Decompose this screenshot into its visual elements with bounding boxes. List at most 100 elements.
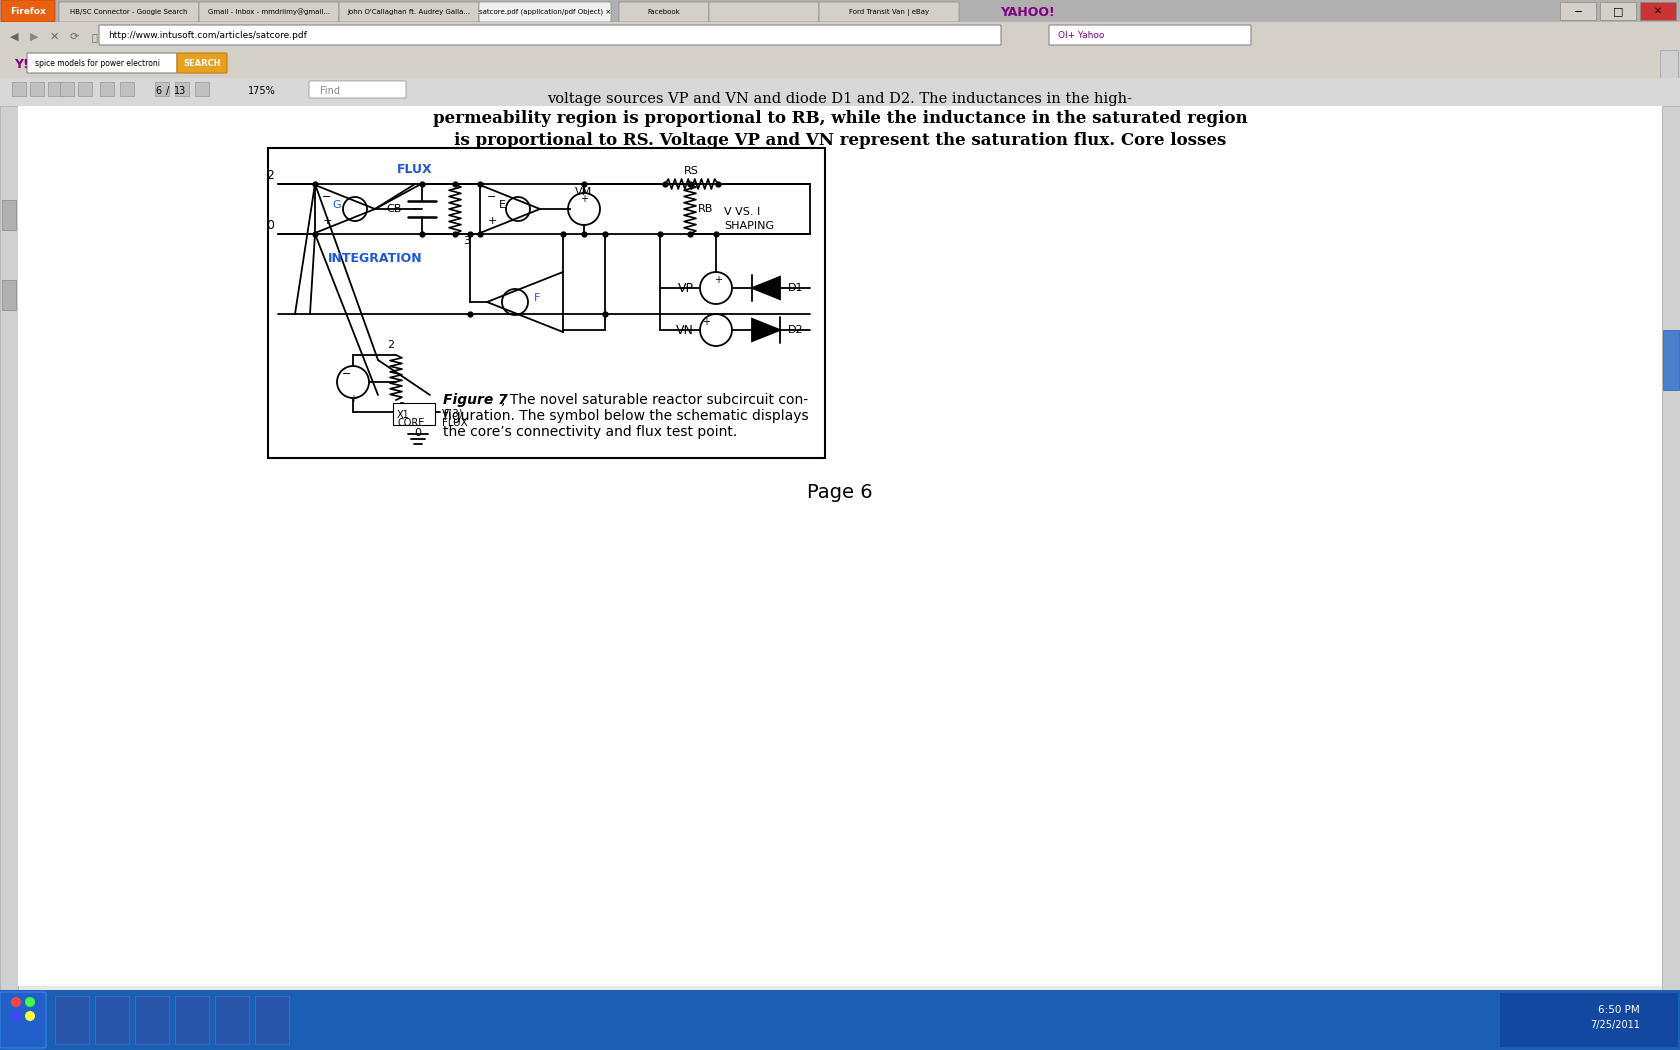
Text: VP: VP xyxy=(679,281,694,294)
Text: −: − xyxy=(323,192,331,202)
FancyBboxPatch shape xyxy=(176,52,227,74)
Bar xyxy=(18,106,1662,986)
Bar xyxy=(1662,106,1680,990)
Bar xyxy=(0,0,1680,22)
Text: ✕: ✕ xyxy=(49,32,59,42)
Text: John O'Callaghan ft. Audrey Galla...: John O'Callaghan ft. Audrey Galla... xyxy=(348,9,470,15)
FancyBboxPatch shape xyxy=(1048,25,1252,45)
Text: +: + xyxy=(580,194,588,204)
Text: ─: ─ xyxy=(1574,6,1581,16)
Bar xyxy=(12,82,25,96)
Text: /: / xyxy=(166,86,170,96)
Text: spice models for power electroni: spice models for power electroni xyxy=(35,60,160,68)
Text: ⟳: ⟳ xyxy=(69,32,79,42)
Bar xyxy=(1640,2,1677,20)
Circle shape xyxy=(25,1011,35,1021)
Text: OI+ Yahoo: OI+ Yahoo xyxy=(1058,32,1104,41)
Text: permeability region is proportional to RB, while the inductance in the saturated: permeability region is proportional to R… xyxy=(433,110,1247,127)
Bar xyxy=(77,82,92,96)
Text: SHAPING: SHAPING xyxy=(724,220,774,231)
FancyBboxPatch shape xyxy=(339,2,479,22)
Text: YAHOO!: YAHOO! xyxy=(1000,5,1055,19)
Text: +: + xyxy=(323,216,331,226)
Text: Y!: Y! xyxy=(13,58,29,70)
FancyBboxPatch shape xyxy=(309,81,407,98)
Text: is proportional to RS. Voltage VP and VN represent the saturation flux. Core los: is proportional to RS. Voltage VP and VN… xyxy=(454,132,1226,149)
Text: E: E xyxy=(499,200,506,210)
FancyBboxPatch shape xyxy=(618,2,709,22)
Text: http://www.intusoft.com/articles/satcore.pdf: http://www.intusoft.com/articles/satcore… xyxy=(108,32,307,41)
FancyBboxPatch shape xyxy=(99,25,1001,45)
Text: 6:50 PM: 6:50 PM xyxy=(1598,1005,1640,1015)
Bar xyxy=(195,82,208,96)
Bar xyxy=(1500,993,1678,1047)
Text: 3: 3 xyxy=(464,236,470,246)
Bar xyxy=(0,990,1680,1050)
FancyBboxPatch shape xyxy=(2,0,55,22)
Text: RS: RS xyxy=(684,166,699,176)
Text: −: − xyxy=(343,369,351,379)
Bar xyxy=(1599,2,1636,20)
Text: 7/25/2011: 7/25/2011 xyxy=(1591,1020,1640,1030)
Text: +: + xyxy=(349,394,358,404)
Text: +: + xyxy=(702,317,711,327)
Text: FLUX: FLUX xyxy=(442,418,467,428)
Text: satcore.pdf (application/pdf Object) ×: satcore.pdf (application/pdf Object) × xyxy=(479,8,612,16)
Text: 175%: 175% xyxy=(249,86,276,96)
Text: ✕: ✕ xyxy=(1653,6,1662,16)
Bar xyxy=(0,22,1680,50)
Circle shape xyxy=(25,998,35,1007)
Text: 0: 0 xyxy=(265,219,274,232)
Text: Page 6: Page 6 xyxy=(806,483,874,502)
Text: 2: 2 xyxy=(265,169,274,182)
Bar xyxy=(1561,2,1596,20)
Text: Facebook: Facebook xyxy=(647,9,680,15)
Bar xyxy=(215,996,249,1044)
Bar xyxy=(1663,330,1678,390)
Text: the core’s connectivity and flux test point.: the core’s connectivity and flux test po… xyxy=(444,425,738,439)
Text: 3: 3 xyxy=(398,402,405,412)
FancyBboxPatch shape xyxy=(709,2,820,22)
Bar xyxy=(96,996,129,1044)
Text: HB/SC Connector - Google Search: HB/SC Connector - Google Search xyxy=(71,9,188,15)
Bar xyxy=(0,106,1680,990)
Text: CORE: CORE xyxy=(396,418,425,428)
Text: Figure 7: Figure 7 xyxy=(444,393,507,407)
Bar xyxy=(155,82,170,96)
Bar xyxy=(255,996,289,1044)
Bar xyxy=(0,106,18,990)
Text: Gmail - Inbox - mmdriimy@gmail...: Gmail - Inbox - mmdriimy@gmail... xyxy=(208,8,329,16)
Bar xyxy=(49,82,62,96)
Text: RB: RB xyxy=(697,204,714,214)
Text: Find: Find xyxy=(319,86,339,96)
FancyBboxPatch shape xyxy=(27,52,176,74)
Text: X1: X1 xyxy=(396,410,410,420)
FancyBboxPatch shape xyxy=(820,2,959,22)
FancyBboxPatch shape xyxy=(0,992,45,1048)
Text: ▶: ▶ xyxy=(30,32,39,42)
FancyBboxPatch shape xyxy=(198,2,339,22)
Bar xyxy=(269,148,825,458)
Text: V(3): V(3) xyxy=(442,408,464,418)
Text: +: + xyxy=(487,216,497,226)
Text: , The novel saturable reactor subcircuit con-: , The novel saturable reactor subcircuit… xyxy=(501,393,808,407)
Text: 🏠: 🏠 xyxy=(91,32,97,42)
Bar xyxy=(55,996,89,1044)
Text: CB: CB xyxy=(386,204,402,214)
Bar xyxy=(175,996,208,1044)
Bar xyxy=(60,82,74,96)
Text: FLUX: FLUX xyxy=(396,163,433,176)
Text: −: − xyxy=(487,192,497,202)
Text: Ford Transit Van | eBay: Ford Transit Van | eBay xyxy=(848,8,929,16)
Text: SEARCH: SEARCH xyxy=(183,60,220,68)
Circle shape xyxy=(12,1011,20,1021)
Text: D1: D1 xyxy=(788,284,803,293)
Bar xyxy=(119,82,134,96)
Text: voltage sources VP and VN and diode D1 and D2. The inductances in the high-: voltage sources VP and VN and diode D1 a… xyxy=(548,92,1132,106)
Text: D2: D2 xyxy=(788,326,803,335)
Text: 2: 2 xyxy=(386,340,395,350)
Text: ◀: ◀ xyxy=(10,32,18,42)
Bar xyxy=(134,996,170,1044)
Bar xyxy=(393,403,435,425)
Text: G: G xyxy=(333,200,341,210)
